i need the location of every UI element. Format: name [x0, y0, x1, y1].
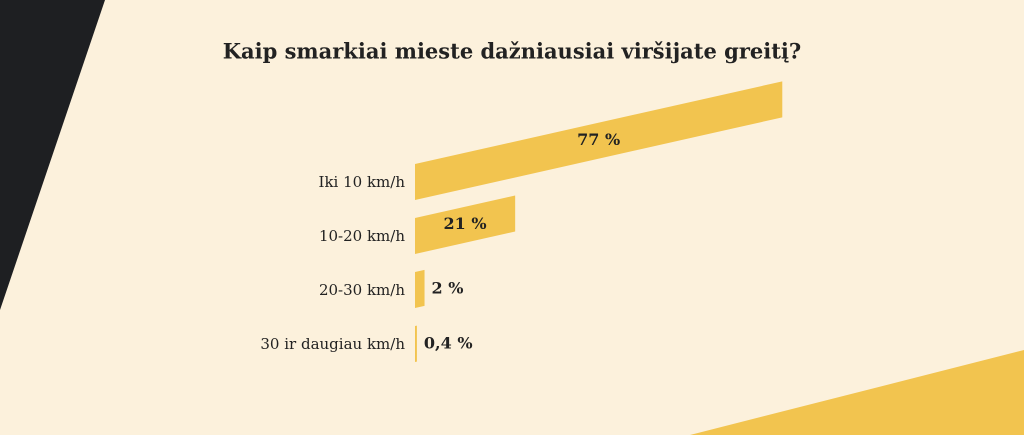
decor-yellow [690, 350, 1024, 435]
chart-title: Kaip smarkiai mieste dažniausiai viršija… [223, 39, 801, 64]
bar [415, 195, 516, 254]
bar [415, 269, 425, 308]
category-label: Iki 10 km/h [319, 173, 406, 191]
bar [415, 81, 783, 200]
bar [415, 325, 417, 362]
decor-dark [0, 0, 105, 310]
category-label: 10-20 km/h [319, 227, 405, 245]
value-label: 21 % [444, 214, 487, 233]
category-label: 30 ir daugiau km/h [260, 335, 405, 353]
value-label: 2 % [432, 278, 464, 297]
value-label: 0,4 % [424, 333, 473, 352]
category-label: 20-30 km/h [319, 281, 405, 299]
value-label: 77 % [577, 130, 620, 149]
